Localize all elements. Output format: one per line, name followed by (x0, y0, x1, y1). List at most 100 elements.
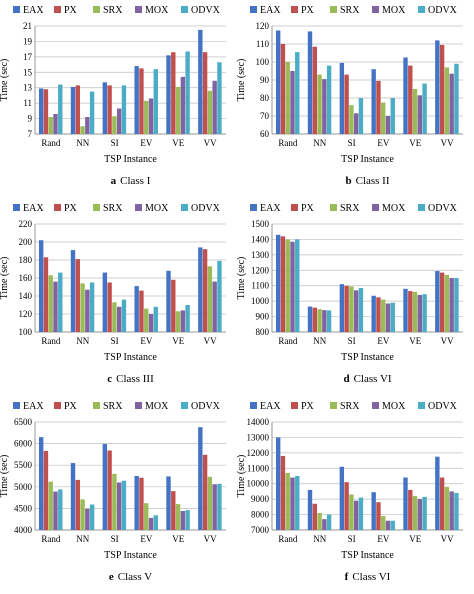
bar-odvx-nn (326, 65, 332, 134)
bar-px-rand (280, 455, 286, 530)
bar-odvx-nn (89, 282, 95, 332)
legend-swatch-odvx (181, 402, 188, 409)
bar-odvx-rand (295, 52, 300, 134)
chart-caption: a Class I (111, 175, 151, 187)
legend-item-odvx: ODVX (181, 203, 221, 214)
y-tick-label: 1000 (251, 296, 270, 306)
bar-mox-vv (212, 484, 217, 530)
bar-srx-si (112, 116, 117, 134)
legend-label: EAX (260, 203, 281, 214)
caption-letter: a (111, 175, 117, 187)
legend-item-srx: SRX (330, 401, 360, 412)
y-tick-label: 70 (260, 111, 270, 121)
legend-swatch-srx (330, 6, 337, 13)
bar-mox-vv (449, 491, 454, 530)
bar-mox-ev (385, 303, 391, 332)
x-tick-label: VV (204, 534, 217, 544)
bar-odvx-rand (58, 272, 63, 332)
legend-label: MOX (145, 203, 169, 214)
bar-eax-ve (403, 288, 408, 332)
bar-odvx-ve (422, 83, 427, 134)
x-tick-label: VV (204, 336, 217, 346)
legend-item-eax: EAX (250, 203, 281, 214)
bar-odvx-ev (390, 98, 395, 134)
bar-px-si (344, 482, 349, 530)
legend-swatch-eax (250, 6, 257, 13)
x-tick-label: SI (111, 534, 119, 544)
chart-caption: c Class III (107, 373, 154, 385)
legend-label: MOX (145, 5, 169, 16)
y-tick-label: 4500 (14, 503, 33, 513)
x-axis-title: TSP Instance (104, 352, 157, 363)
legend-item-eax: EAX (13, 5, 44, 16)
bar-srx-ev (144, 503, 149, 530)
y-tick-label: 100 (256, 57, 270, 67)
legend-label: PX (301, 203, 315, 214)
bar-mox-nn (85, 289, 90, 332)
bar-px-nn (312, 307, 317, 332)
bar-srx-ev (381, 516, 386, 530)
bar-odvx-si (121, 85, 127, 134)
x-tick-label: EV (377, 534, 389, 544)
legend-swatch-px (54, 204, 61, 211)
caption-title: Class III (116, 373, 154, 385)
bar-mox-vv (449, 73, 454, 134)
caption-title: Class I (120, 175, 151, 187)
bar-mox-ev (385, 116, 391, 134)
bar-eax-rand (38, 240, 44, 332)
bar-eax-nn (70, 86, 76, 134)
bar-px-ev (376, 502, 381, 530)
legend-label: EAX (23, 5, 44, 16)
bar-mox-rand (290, 71, 295, 134)
bar-mox-ev (385, 520, 391, 530)
caption-title: Class VI (352, 571, 390, 583)
x-tick-label: VE (409, 336, 421, 346)
x-tick-label: VE (172, 138, 184, 148)
bar-srx-ve (175, 504, 181, 530)
x-tick-label: SI (348, 534, 356, 544)
legend-item-srx: SRX (93, 401, 123, 412)
bar-px-vv (202, 454, 208, 530)
legend-label: ODVX (428, 401, 458, 412)
bar-eax-ve (403, 477, 408, 530)
bar-eax-si (102, 82, 108, 134)
legend-swatch-eax (250, 204, 257, 211)
legend-item-px: PX (54, 203, 78, 214)
bar-srx-si (112, 302, 117, 332)
bar-odvx-rand (295, 239, 300, 332)
bar-srx-ev (381, 102, 386, 134)
bar-srx-ve (412, 89, 418, 134)
bar-srx-vv (444, 486, 450, 530)
bar-px-ve (171, 279, 176, 332)
x-tick-label: SI (111, 336, 119, 346)
bar-srx-rand (48, 275, 53, 332)
chart-panel-d: EAX PX SRX MOX ODVX 800 900 1000 1100 1200 1300 140… (236, 203, 463, 385)
legend-swatch-odvx (418, 6, 425, 13)
legend-label: EAX (260, 401, 281, 412)
bar-eax-nn (307, 31, 313, 134)
bar-px-nn (75, 85, 80, 134)
legend-swatch-srx (330, 402, 337, 409)
bar-px-rand (280, 44, 286, 134)
bar-eax-nn (307, 489, 313, 530)
legend-item-mox: MOX (372, 203, 406, 214)
bar-mox-ev (148, 517, 154, 530)
chart-legend: EAX PX SRX MOX ODVX (250, 203, 458, 214)
y-tick-label: 19 (23, 36, 33, 46)
bar-mox-si (116, 482, 122, 530)
bar-mox-vv (449, 278, 454, 332)
y-tick-label: 1400 (251, 234, 270, 244)
bar-px-rand (43, 89, 49, 134)
x-axis-title: TSP Instance (341, 550, 394, 561)
bar-mox-ve (417, 95, 423, 134)
x-axis-title: TSP Instance (104, 550, 157, 561)
bar-group (275, 234, 459, 332)
legend-swatch-px (291, 402, 298, 409)
bar-eax-rand (275, 234, 281, 332)
bar-srx-ve (175, 86, 181, 134)
bar-mox-nn (322, 519, 327, 530)
bar-mox-si (353, 290, 359, 332)
y-axis-title: Time (sec) (0, 59, 10, 102)
bar-mox-rand (53, 281, 58, 332)
y-tick-label: 80 (260, 93, 270, 103)
